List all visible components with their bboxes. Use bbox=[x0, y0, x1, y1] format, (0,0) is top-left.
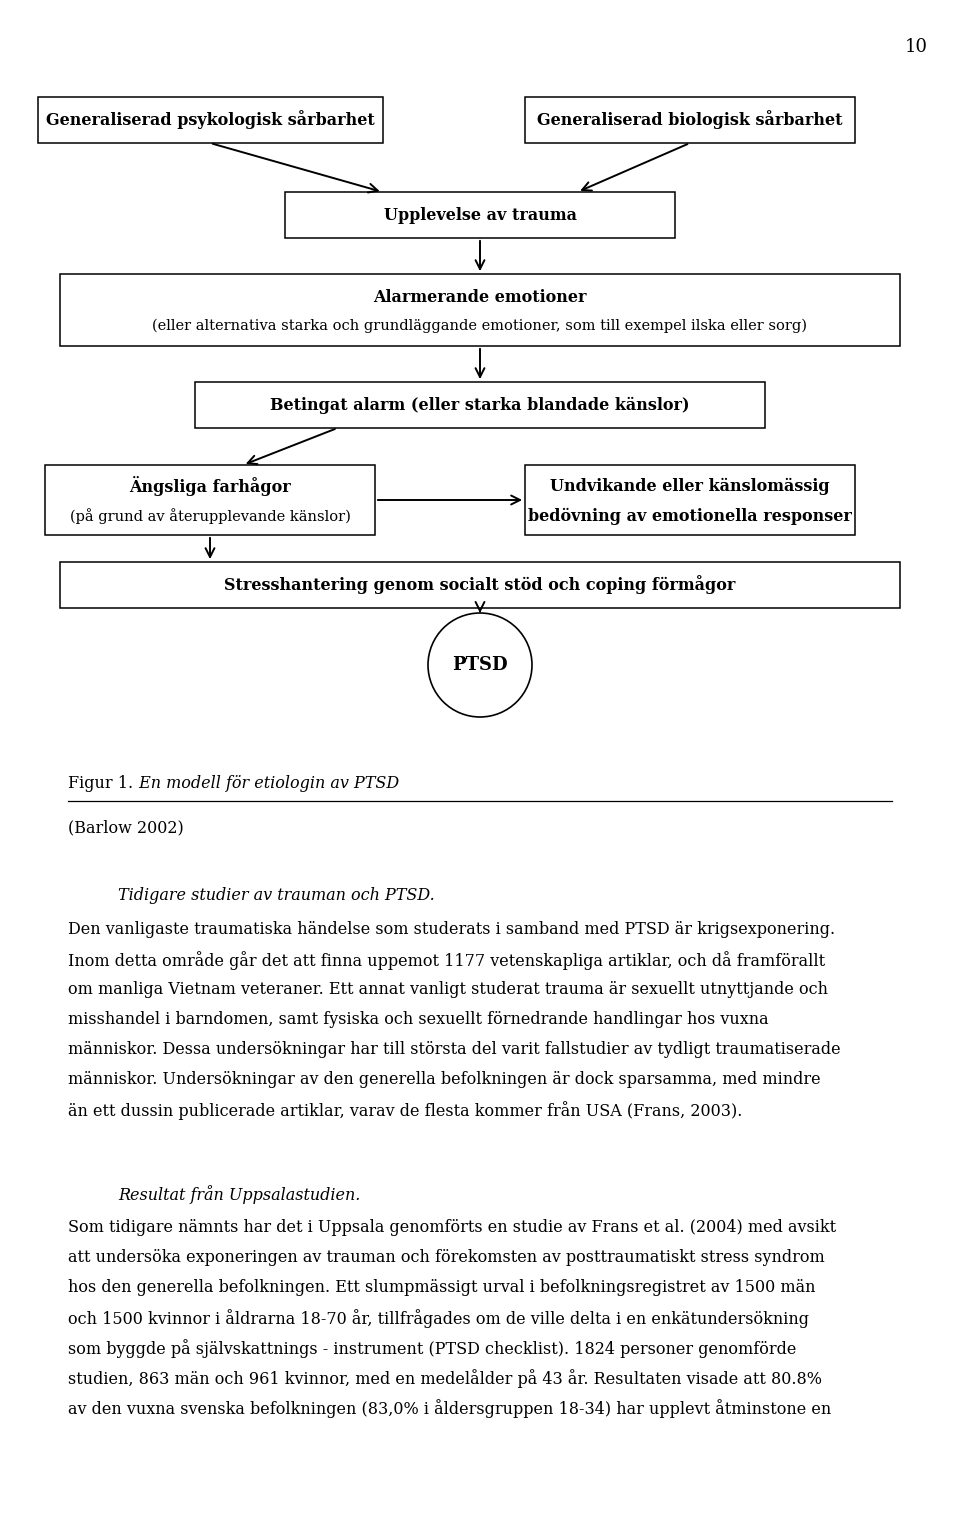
Text: (eller alternativa starka och grundläggande emotioner, som till exempel ilska el: (eller alternativa starka och grundlägga… bbox=[153, 320, 807, 333]
FancyBboxPatch shape bbox=[45, 465, 375, 535]
FancyBboxPatch shape bbox=[60, 563, 900, 609]
Text: (Barlow 2002): (Barlow 2002) bbox=[68, 820, 183, 836]
Text: Generaliserad biologisk sårbarhet: Generaliserad biologisk sårbarhet bbox=[538, 110, 843, 130]
Text: som byggde på självskattnings - instrument (PTSD checklist). 1824 personer genom: som byggde på självskattnings - instrume… bbox=[68, 1339, 797, 1358]
Text: PTSD: PTSD bbox=[452, 656, 508, 674]
Text: människor. Undersökningar av den generella befolkningen är dock sparsamma, med m: människor. Undersökningar av den generel… bbox=[68, 1070, 821, 1089]
FancyBboxPatch shape bbox=[37, 96, 382, 144]
Text: av den vuxna svenska befolkningen (83,0% i åldersgruppen 18-34) har upplevt åtmi: av den vuxna svenska befolkningen (83,0%… bbox=[68, 1399, 831, 1417]
Text: Stresshantering genom socialt stöd och coping förmågor: Stresshantering genom socialt stöd och c… bbox=[225, 575, 735, 595]
FancyBboxPatch shape bbox=[285, 193, 675, 239]
Text: Undvikande eller känslomässig: Undvikande eller känslomässig bbox=[550, 477, 829, 494]
Text: (på grund av återupplevande känslor): (på grund av återupplevande känslor) bbox=[69, 508, 350, 524]
Text: Resultat från Uppsalastudien.: Resultat från Uppsalastudien. bbox=[118, 1185, 360, 1203]
Text: än ett dussin publicerade artiklar, varav de flesta kommer från USA (Frans, 2003: än ett dussin publicerade artiklar, vara… bbox=[68, 1101, 742, 1119]
Text: Upplevelse av trauma: Upplevelse av trauma bbox=[383, 206, 577, 223]
Text: Betingat alarm (eller starka blandade känslor): Betingat alarm (eller starka blandade kä… bbox=[271, 396, 689, 413]
Text: och 1500 kvinnor i åldrarna 18-70 år, tillfrågades om de ville delta i en enkätu: och 1500 kvinnor i åldrarna 18-70 år, ti… bbox=[68, 1309, 809, 1327]
FancyBboxPatch shape bbox=[60, 274, 900, 346]
Text: misshandel i barndomen, samt fysiska och sexuellt förnedrande handlingar hos vux: misshandel i barndomen, samt fysiska och… bbox=[68, 1011, 769, 1027]
Text: att undersöka exponeringen av trauman och förekomsten av posttraumatiskt stress : att undersöka exponeringen av trauman oc… bbox=[68, 1249, 825, 1266]
Text: Ängsliga farhågor: Ängsliga farhågor bbox=[130, 476, 291, 495]
Text: Generaliserad psykologisk sårbarhet: Generaliserad psykologisk sårbarhet bbox=[46, 110, 374, 130]
FancyBboxPatch shape bbox=[195, 382, 765, 428]
FancyBboxPatch shape bbox=[525, 96, 855, 144]
Text: Den vanligaste traumatiska händelse som studerats i samband med PTSD är krigsexp: Den vanligaste traumatiska händelse som … bbox=[68, 920, 835, 937]
Text: Alarmerande emotioner: Alarmerande emotioner bbox=[373, 289, 587, 306]
Text: Figur 1.: Figur 1. bbox=[68, 775, 133, 792]
Text: Som tidigare nämnts har det i Uppsala genomförts en studie av Frans et al. (2004: Som tidigare nämnts har det i Uppsala ge… bbox=[68, 1219, 836, 1235]
Text: bedövning av emotionella responser: bedövning av emotionella responser bbox=[528, 508, 852, 524]
Text: människor. Dessa undersökningar har till största del varit fallstudier av tydlig: människor. Dessa undersökningar har till… bbox=[68, 1041, 841, 1058]
Text: Tidigare studier av trauman och PTSD.: Tidigare studier av trauman och PTSD. bbox=[118, 887, 435, 904]
Text: En modell för etiologin av PTSD: En modell för etiologin av PTSD bbox=[134, 775, 399, 792]
Text: om manliga Vietnam veteraner. Ett annat vanligt studerat trauma är sexuellt utny: om manliga Vietnam veteraner. Ett annat … bbox=[68, 982, 828, 998]
FancyBboxPatch shape bbox=[525, 465, 855, 535]
Text: studien, 863 män och 961 kvinnor, med en medelålder på 43 år. Resultaten visade : studien, 863 män och 961 kvinnor, med en… bbox=[68, 1368, 822, 1388]
Text: Inom detta område går det att finna uppemot 1177 vetenskapliga artiklar, och då : Inom detta område går det att finna uppe… bbox=[68, 951, 826, 969]
Text: hos den generella befolkningen. Ett slumpmässigt urval i befolkningsregistret av: hos den generella befolkningen. Ett slum… bbox=[68, 1278, 815, 1297]
Text: 10: 10 bbox=[905, 38, 928, 57]
